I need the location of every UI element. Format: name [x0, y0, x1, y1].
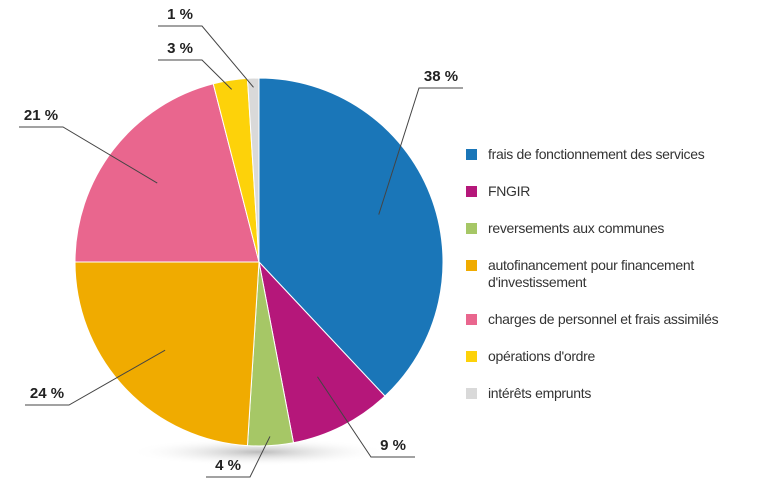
leader-line: [317, 376, 415, 458]
legend-label: frais de fonctionnement des services: [488, 146, 705, 162]
legend: frais de fonctionnement des services FNGI…: [466, 146, 751, 422]
legend-item: reversements aux communes: [466, 220, 751, 237]
legend-item: autofinancement pour financement d'inves…: [466, 257, 751, 291]
leader-line: [158, 59, 233, 90]
data-label: 24 %: [30, 385, 64, 402]
data-label: 4 %: [215, 457, 241, 474]
leader-line: [19, 126, 158, 184]
legend-swatch: [466, 149, 477, 160]
legend-swatch: [466, 388, 477, 399]
data-label: 38 %: [424, 68, 458, 85]
legend-label: reversements aux communes: [488, 220, 665, 236]
legend-swatch: [466, 223, 477, 234]
data-label: 3 %: [167, 40, 193, 57]
leader-line: [206, 436, 271, 478]
legend-item: intérêts emprunts: [466, 385, 751, 402]
leader-line: [25, 349, 166, 406]
legend-item: opérations d'ordre: [466, 348, 751, 365]
data-label: 21 %: [24, 107, 58, 124]
legend-label: opérations d'ordre: [488, 348, 596, 364]
legend-label: charges de personnel et frais assimilés: [488, 311, 719, 327]
leader-line: [378, 87, 463, 215]
legend-item: FNGIR: [466, 183, 751, 200]
pie-slice: [74, 261, 260, 447]
pie-slice: [246, 77, 260, 263]
data-label: 1 %: [167, 6, 193, 23]
legend-swatch: [466, 186, 477, 197]
legend-swatch: [466, 314, 477, 325]
legend-swatch: [466, 260, 477, 271]
pie-slice: [258, 260, 386, 444]
legend-label: FNGIR: [488, 183, 531, 199]
pie-slice: [74, 83, 260, 263]
data-label: 9 %: [380, 437, 406, 454]
legend-item: frais de fonctionnement des services: [466, 146, 751, 163]
shadow: [129, 438, 389, 466]
legend-item: charges de personnel et frais assimilés: [466, 311, 751, 328]
legend-label: intérêts emprunts: [488, 385, 592, 401]
legend-label: autofinancement pour financement d'inves…: [488, 257, 694, 290]
legend-swatch: [466, 351, 477, 362]
leader-line: [158, 25, 254, 88]
